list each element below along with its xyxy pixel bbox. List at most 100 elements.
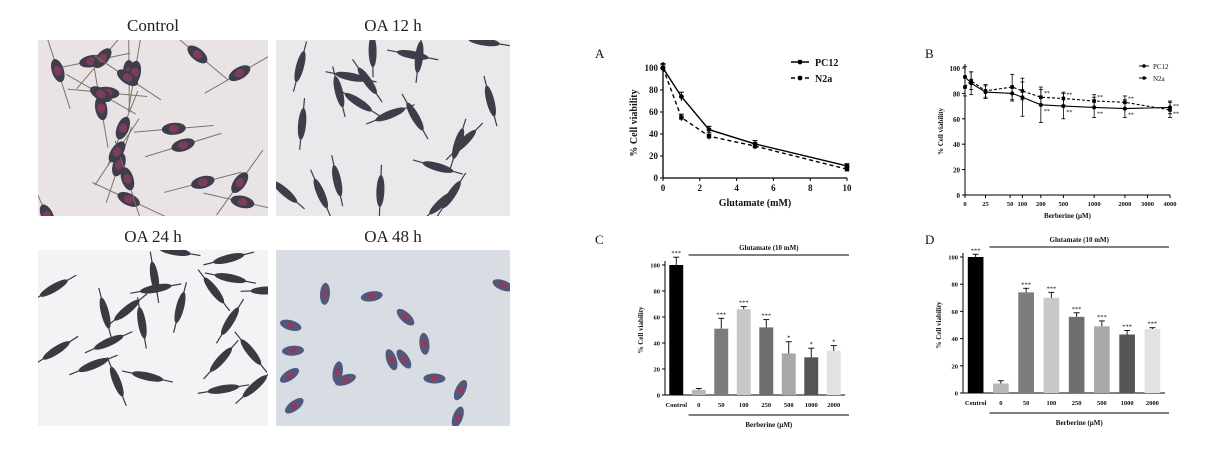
cell-shape — [285, 398, 304, 414]
cell-shape — [106, 293, 148, 327]
cell-nucleus — [118, 123, 128, 133]
cell-process — [371, 40, 374, 78]
panel-letter-a: A — [595, 46, 605, 61]
cell-nucleus — [401, 313, 410, 321]
cell-process — [234, 331, 268, 373]
cell-shape — [240, 286, 268, 295]
significance-marker: * — [787, 335, 790, 342]
y-tick-label: 20 — [953, 167, 961, 175]
cell-process — [215, 298, 245, 344]
cell-shape — [163, 171, 242, 193]
cell-process — [203, 251, 255, 266]
cell-shape — [203, 192, 268, 212]
x-axis-label: Berberine (μM) — [745, 421, 793, 429]
y-tick-label: 20 — [952, 363, 959, 370]
significance-marker: ** — [1044, 109, 1050, 115]
x-tick-label: 100 — [1047, 400, 1057, 407]
micrograph-background — [276, 250, 510, 426]
cell-shape — [483, 75, 498, 127]
y-tick-label: 80 — [953, 90, 961, 98]
cell-shape — [412, 159, 464, 175]
cell-nucleus — [114, 159, 124, 170]
bar-0 — [691, 389, 706, 395]
bar-500 — [781, 353, 796, 395]
cell-process — [412, 159, 464, 175]
chart-d-svg: 0 20 40 60 80 100 *** Control 0 *** 50 *** 100 *** 250… — [935, 236, 1169, 427]
significance-marker: ** — [1173, 104, 1179, 110]
significance-marker: *** — [761, 313, 771, 320]
data-point-N2a — [983, 89, 988, 93]
data-point-N2a — [1039, 95, 1043, 100]
legend-marker — [1142, 76, 1146, 80]
cell-shape — [38, 274, 77, 302]
cell-nucleus — [43, 210, 52, 216]
cell-process — [336, 87, 381, 117]
y-tick-label: 100 — [950, 65, 961, 73]
cell-process — [292, 41, 308, 92]
y-axis-label: % Cell viability — [637, 306, 645, 354]
y-axis-label: % Cell viability — [629, 89, 640, 156]
cell-shape — [93, 68, 109, 148]
significance-marker: *** — [1047, 285, 1057, 292]
bar-1000 — [1119, 334, 1135, 393]
significance-marker: *** — [1148, 321, 1158, 328]
y-tick-label: 80 — [952, 282, 959, 289]
x-tick-label: 1000 — [1121, 400, 1134, 407]
y-tick-label: 60 — [654, 315, 661, 322]
bar-50 — [714, 328, 729, 395]
significance-marker: *** — [1097, 314, 1107, 321]
x-tick-label: Control — [665, 402, 687, 409]
y-axis-label: % Cell viability — [935, 301, 943, 349]
bar-100 — [736, 309, 751, 395]
data-point-N2a — [679, 115, 684, 120]
data-point-N2a — [752, 143, 758, 149]
x-tick-label: 500 — [1059, 201, 1069, 208]
significance-marker: * — [810, 341, 813, 348]
bracket-label: Glutamate (10 mM) — [739, 244, 799, 252]
cell-shape — [492, 279, 510, 292]
cell-process — [449, 118, 467, 169]
y-tick-label: 40 — [953, 141, 961, 149]
cell-shape — [215, 298, 245, 344]
significance-marker: * — [832, 339, 835, 346]
y-tick-label: 60 — [952, 309, 959, 316]
cell-shape — [387, 49, 439, 61]
x-tick-label: 0 — [697, 402, 700, 409]
x-tick-label: 250 — [1072, 400, 1082, 407]
cell-process — [483, 75, 498, 127]
x-tick-label: 0 — [999, 400, 1002, 407]
cell-shape — [235, 368, 268, 404]
x-tick-label: 2000 — [1118, 201, 1131, 208]
x-tick-label: 2000 — [827, 402, 840, 409]
cell-nucleus — [499, 282, 507, 289]
cell-nucleus — [289, 347, 297, 354]
cell-shape — [136, 297, 147, 349]
series-line-PC12 — [964, 76, 1171, 110]
bar-Control — [669, 265, 684, 395]
cell-process — [197, 384, 250, 394]
data-point-N2a — [660, 65, 666, 71]
x-tick-label: 2 — [698, 183, 703, 193]
y-tick-label: 40 — [649, 129, 659, 139]
cell-nucleus — [237, 197, 248, 206]
chart-panel-a: A 0 20 40 60 80 100 0 2 4 6 8 10 Glutamate (mM) % Cel… — [595, 40, 885, 220]
cell-nucleus — [123, 195, 134, 204]
data-point-PC12 — [679, 94, 684, 99]
cell-shape — [453, 379, 468, 401]
cell-shape — [449, 118, 467, 169]
x-tick-label: 50 — [1023, 400, 1030, 407]
cell-nucleus — [234, 68, 245, 78]
cell-shape — [133, 122, 214, 135]
cell-nucleus — [178, 141, 189, 150]
cell-process — [351, 59, 383, 103]
significance-marker: *** — [971, 247, 981, 254]
significance-marker: *** — [671, 250, 681, 257]
x-tick-label: 100 — [739, 402, 749, 409]
cell-shape — [276, 174, 305, 210]
cell-process — [197, 269, 231, 312]
data-point-N2a — [1168, 108, 1172, 112]
cell-shape — [419, 332, 430, 355]
cell-nucleus — [53, 65, 62, 76]
x-axis-label: Glutamate (mM) — [719, 198, 791, 209]
cell-shape — [216, 149, 264, 216]
